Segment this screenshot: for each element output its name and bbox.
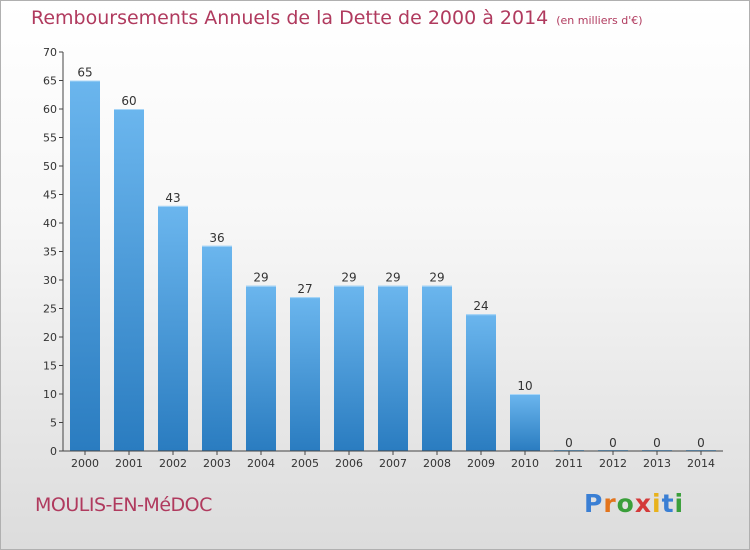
logo-letter: o xyxy=(616,489,635,518)
x-tick-label: 2014 xyxy=(687,457,715,470)
y-tick-label: 0 xyxy=(50,445,57,458)
bar-value-label: 0 xyxy=(697,436,705,450)
x-tick-label: 2005 xyxy=(291,457,319,470)
bar-value-label: 29 xyxy=(253,271,268,285)
x-tick-label: 2013 xyxy=(643,457,671,470)
bar-value-label: 36 xyxy=(209,231,224,245)
bar xyxy=(114,109,144,451)
bar-value-label: 60 xyxy=(121,94,136,108)
y-tick-label: 60 xyxy=(43,103,57,116)
x-tick-label: 2002 xyxy=(159,457,187,470)
x-tick-label: 2003 xyxy=(203,457,231,470)
x-tick-label: 2004 xyxy=(247,457,275,470)
y-tick-label: 5 xyxy=(50,417,57,430)
bar-value-label: 27 xyxy=(297,282,312,296)
bar xyxy=(70,80,100,451)
bar xyxy=(422,285,452,451)
x-tick-label: 2012 xyxy=(599,457,627,470)
x-tick-label: 2011 xyxy=(555,457,583,470)
y-tick-label: 15 xyxy=(43,360,57,373)
commune-name: MOULIS-EN-MéDOC xyxy=(35,494,212,516)
y-tick-label: 25 xyxy=(43,303,57,316)
logo-letter: P xyxy=(584,489,604,518)
chart-unit: (en milliers d'€) xyxy=(556,14,643,27)
bar xyxy=(246,285,276,451)
x-tick-label: 2001 xyxy=(115,457,143,470)
logo-letter: x xyxy=(634,489,652,518)
bar xyxy=(202,245,232,451)
logo-letter: i xyxy=(674,489,685,518)
y-tick-label: 10 xyxy=(43,388,57,401)
proxiti-logo: Proxiti xyxy=(584,489,684,518)
y-tick-label: 50 xyxy=(43,160,57,173)
y-tick-label: 30 xyxy=(43,274,57,287)
y-axis: 0 5 10 15 20 25 30 35 40 45 50 55 60 65 70 xyxy=(43,46,64,458)
chart-title: Remboursements Annuels de la Dette de 20… xyxy=(31,7,643,29)
bar-value-label: 29 xyxy=(429,271,444,285)
bar-value-label: 0 xyxy=(653,436,661,450)
bar-value-label: 10 xyxy=(517,379,532,393)
bar xyxy=(158,205,188,451)
x-tick-label: 2006 xyxy=(335,457,363,470)
y-tick-label: 40 xyxy=(43,217,57,230)
x-tick-label: 2010 xyxy=(511,457,539,470)
bar xyxy=(290,297,320,451)
chart-title-text: Remboursements Annuels de la Dette de 20… xyxy=(31,7,549,29)
y-tick-label: 45 xyxy=(43,189,57,202)
x-tick-label: 2009 xyxy=(467,457,495,470)
x-tick-label: 2008 xyxy=(423,457,451,470)
y-tick-label: 55 xyxy=(43,132,57,145)
bar-value-label: 24 xyxy=(473,299,488,313)
bar-value-label: 65 xyxy=(77,66,92,80)
bar xyxy=(334,285,364,451)
logo-letter: r xyxy=(603,489,617,518)
x-tick-label: 2000 xyxy=(71,457,99,470)
bar xyxy=(466,314,496,451)
x-tick-label: 2007 xyxy=(379,457,407,470)
bar-value-label: 43 xyxy=(165,191,180,205)
bar-value-label: 0 xyxy=(609,436,617,450)
y-tick-label: 65 xyxy=(43,75,57,88)
bar-value-label: 0 xyxy=(565,436,573,450)
y-tick-label: 20 xyxy=(43,331,57,344)
y-tick-label: 70 xyxy=(43,46,57,59)
bar-chart: 0 5 10 15 20 25 30 35 40 45 50 55 60 65 70 65 60 43 36 29 2… xyxy=(43,46,723,470)
logo-letter: t xyxy=(661,489,675,518)
y-tick-label: 35 xyxy=(43,246,57,259)
bars: 65 60 43 36 29 27 29 29 29 24 10 0 0 0 0 xyxy=(70,66,716,451)
bar-value-label: 29 xyxy=(385,271,400,285)
bar-value-label: 29 xyxy=(341,271,356,285)
bar xyxy=(510,394,540,451)
bar xyxy=(378,285,408,451)
logo-letter: i xyxy=(652,489,662,518)
x-axis: 2000 2001 2002 2003 2004 2005 2006 2007 2008 2009… xyxy=(63,450,723,470)
